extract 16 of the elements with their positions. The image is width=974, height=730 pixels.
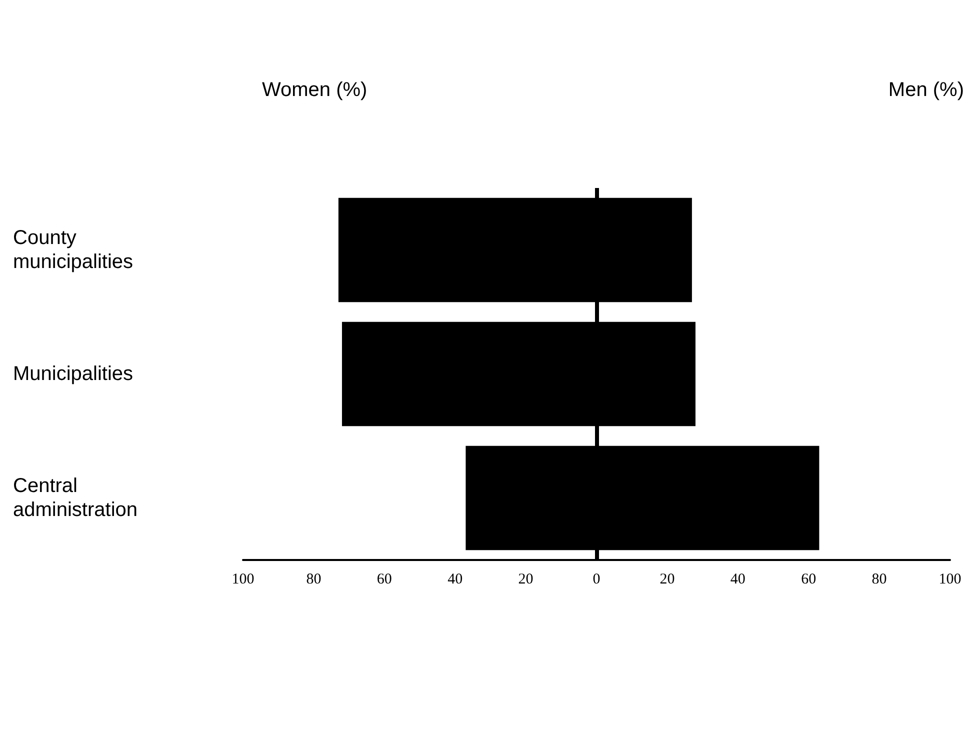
- x-tick-label: 40: [448, 572, 463, 588]
- x-tick-label: 80: [306, 572, 322, 588]
- text: Women (%): [262, 79, 368, 101]
- x-tick-label: 40: [730, 572, 746, 588]
- x-tick-label: 100: [232, 572, 254, 588]
- text: Men (%): [888, 79, 964, 101]
- y-tick-label: Municipalities: [13, 363, 134, 385]
- y-tick-label: County municipalities: [13, 227, 134, 273]
- x-tick-label: 20: [518, 572, 534, 588]
- x-tick-label: 0: [592, 572, 600, 588]
- x-tick-label: 60: [376, 572, 392, 588]
- x-tick-label: 80: [872, 572, 887, 588]
- x-tick-label: 100: [938, 572, 962, 588]
- y-tick-label: Central administration: [13, 475, 138, 521]
- x-tick-label: 20: [660, 572, 675, 588]
- x-tick-label: 60: [801, 572, 816, 588]
